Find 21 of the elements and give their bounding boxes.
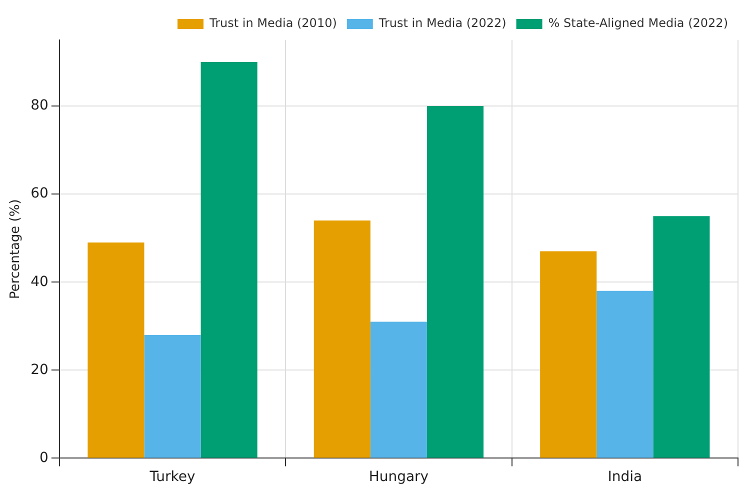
- legend-label: % State-Aligned Media (2022): [548, 16, 728, 30]
- bar: [200, 62, 258, 458]
- y-tick-label: 20: [30, 362, 48, 378]
- y-tick-label: 40: [30, 274, 48, 290]
- x-tick-label: Turkey: [148, 469, 196, 486]
- bar: [540, 251, 597, 458]
- y-axis-title: Percentage (%): [8, 199, 24, 299]
- bar: [596, 290, 654, 458]
- bar: [314, 220, 370, 458]
- y-tick-label: 80: [30, 98, 48, 114]
- y-tick-label: 60: [30, 186, 48, 202]
- bar: [426, 106, 484, 458]
- legend-label: Trust in Media (2010): [208, 16, 337, 30]
- bar: [88, 242, 144, 458]
- x-tick-label: India: [608, 469, 642, 486]
- bar: [653, 216, 710, 458]
- y-tick-label: 0: [39, 450, 48, 466]
- x-tick-label: Hungary: [368, 469, 429, 486]
- bar: [144, 334, 201, 458]
- bar: [370, 322, 427, 458]
- legend-label: Trust in Media (2022): [378, 16, 506, 30]
